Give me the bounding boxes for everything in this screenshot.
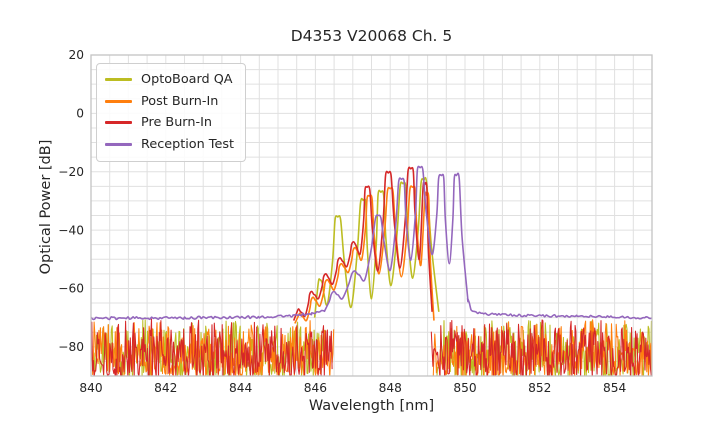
y-tick-label: −60 xyxy=(58,282,84,296)
legend: OptoBoard QA Post Burn-In Pre Burn-In Recep… xyxy=(96,63,247,162)
series-layer xyxy=(91,165,652,376)
y-tick-label: 20 xyxy=(68,48,84,62)
legend-label: Reception Test xyxy=(141,136,235,152)
series-optoboard-qa-line xyxy=(313,176,440,318)
x-tick-label: 840 xyxy=(79,381,102,395)
legend-item-pre-burn-in: Pre Burn-In xyxy=(105,112,234,134)
legend-item-optoboard-qa: OptoBoard QA xyxy=(105,69,234,91)
plot-area-border xyxy=(90,54,653,377)
series-pre-burn-in-line xyxy=(292,166,433,321)
y-tick-label: −80 xyxy=(58,340,84,354)
series-post-burn-in-line xyxy=(294,185,435,324)
legend-label: Pre Burn-In xyxy=(141,115,212,131)
y-axis-label: Optical Power [dB] xyxy=(38,139,54,275)
x-tick-label: 854 xyxy=(603,381,627,395)
y-tick-label: −40 xyxy=(58,223,84,237)
x-tick-label: 846 xyxy=(304,381,327,395)
legend-swatch-reception-test xyxy=(105,142,132,146)
series-pre-burn-in-noise xyxy=(91,318,652,376)
legend-item-post-burn-in: Post Burn-In xyxy=(105,91,234,113)
x-tick-label: 842 xyxy=(154,381,177,395)
x-tick-label: 844 xyxy=(229,381,253,395)
chart-title: D4353 V20068 Ch. 5 xyxy=(290,27,453,45)
legend-swatch-pre-burn-in xyxy=(105,121,132,125)
axis-tick-labels: 840 842 844 846 848 850 852 854 20 0 −20 −40 −60 −80 xyxy=(58,48,626,395)
y-tick-label: 0 xyxy=(76,107,84,121)
legend-label: Post Burn-In xyxy=(141,93,219,109)
legend-swatch-optoboard-qa xyxy=(105,78,132,82)
legend-swatch-post-burn-in xyxy=(105,99,132,103)
x-tick-label: 848 xyxy=(379,381,402,395)
x-axis-label: Wavelength [nm] xyxy=(308,398,435,414)
series-reception-test-line xyxy=(91,165,652,321)
x-tick-label: 850 xyxy=(453,381,476,395)
y-tick-label: −20 xyxy=(58,165,84,179)
legend-item-reception-test: Reception Test xyxy=(105,134,234,156)
legend-label: OptoBoard QA xyxy=(141,72,233,88)
x-tick-label: 852 xyxy=(528,381,551,395)
